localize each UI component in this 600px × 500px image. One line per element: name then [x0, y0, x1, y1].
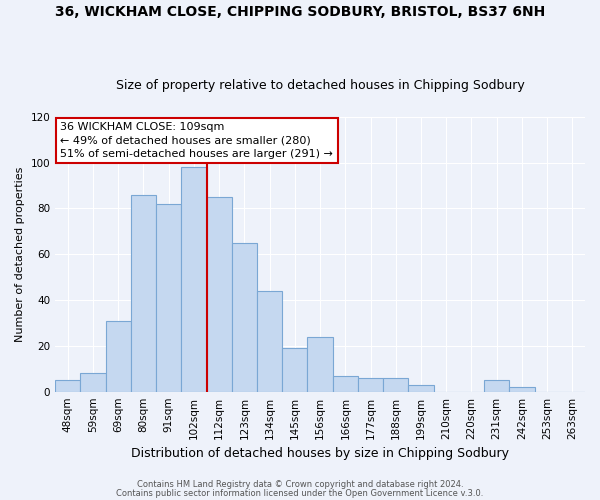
- Bar: [509, 387, 535, 392]
- Bar: [409, 385, 434, 392]
- Bar: [106, 320, 131, 392]
- Text: Contains HM Land Registry data © Crown copyright and database right 2024.: Contains HM Land Registry data © Crown c…: [137, 480, 463, 489]
- Bar: [358, 378, 383, 392]
- Bar: [257, 291, 282, 392]
- Y-axis label: Number of detached properties: Number of detached properties: [15, 166, 25, 342]
- Text: 36, WICKHAM CLOSE, CHIPPING SODBURY, BRISTOL, BS37 6NH: 36, WICKHAM CLOSE, CHIPPING SODBURY, BRI…: [55, 5, 545, 19]
- Bar: [156, 204, 181, 392]
- Bar: [282, 348, 307, 392]
- Bar: [383, 378, 409, 392]
- Bar: [181, 167, 206, 392]
- Text: Contains public sector information licensed under the Open Government Licence v.: Contains public sector information licen…: [116, 488, 484, 498]
- Bar: [80, 374, 106, 392]
- Title: Size of property relative to detached houses in Chipping Sodbury: Size of property relative to detached ho…: [116, 79, 524, 92]
- Text: 36 WICKHAM CLOSE: 109sqm
← 49% of detached houses are smaller (280)
51% of semi-: 36 WICKHAM CLOSE: 109sqm ← 49% of detach…: [61, 122, 334, 158]
- X-axis label: Distribution of detached houses by size in Chipping Sodbury: Distribution of detached houses by size …: [131, 447, 509, 460]
- Bar: [484, 380, 509, 392]
- Bar: [206, 197, 232, 392]
- Bar: [232, 243, 257, 392]
- Bar: [55, 380, 80, 392]
- Bar: [131, 194, 156, 392]
- Bar: [332, 376, 358, 392]
- Bar: [307, 336, 332, 392]
